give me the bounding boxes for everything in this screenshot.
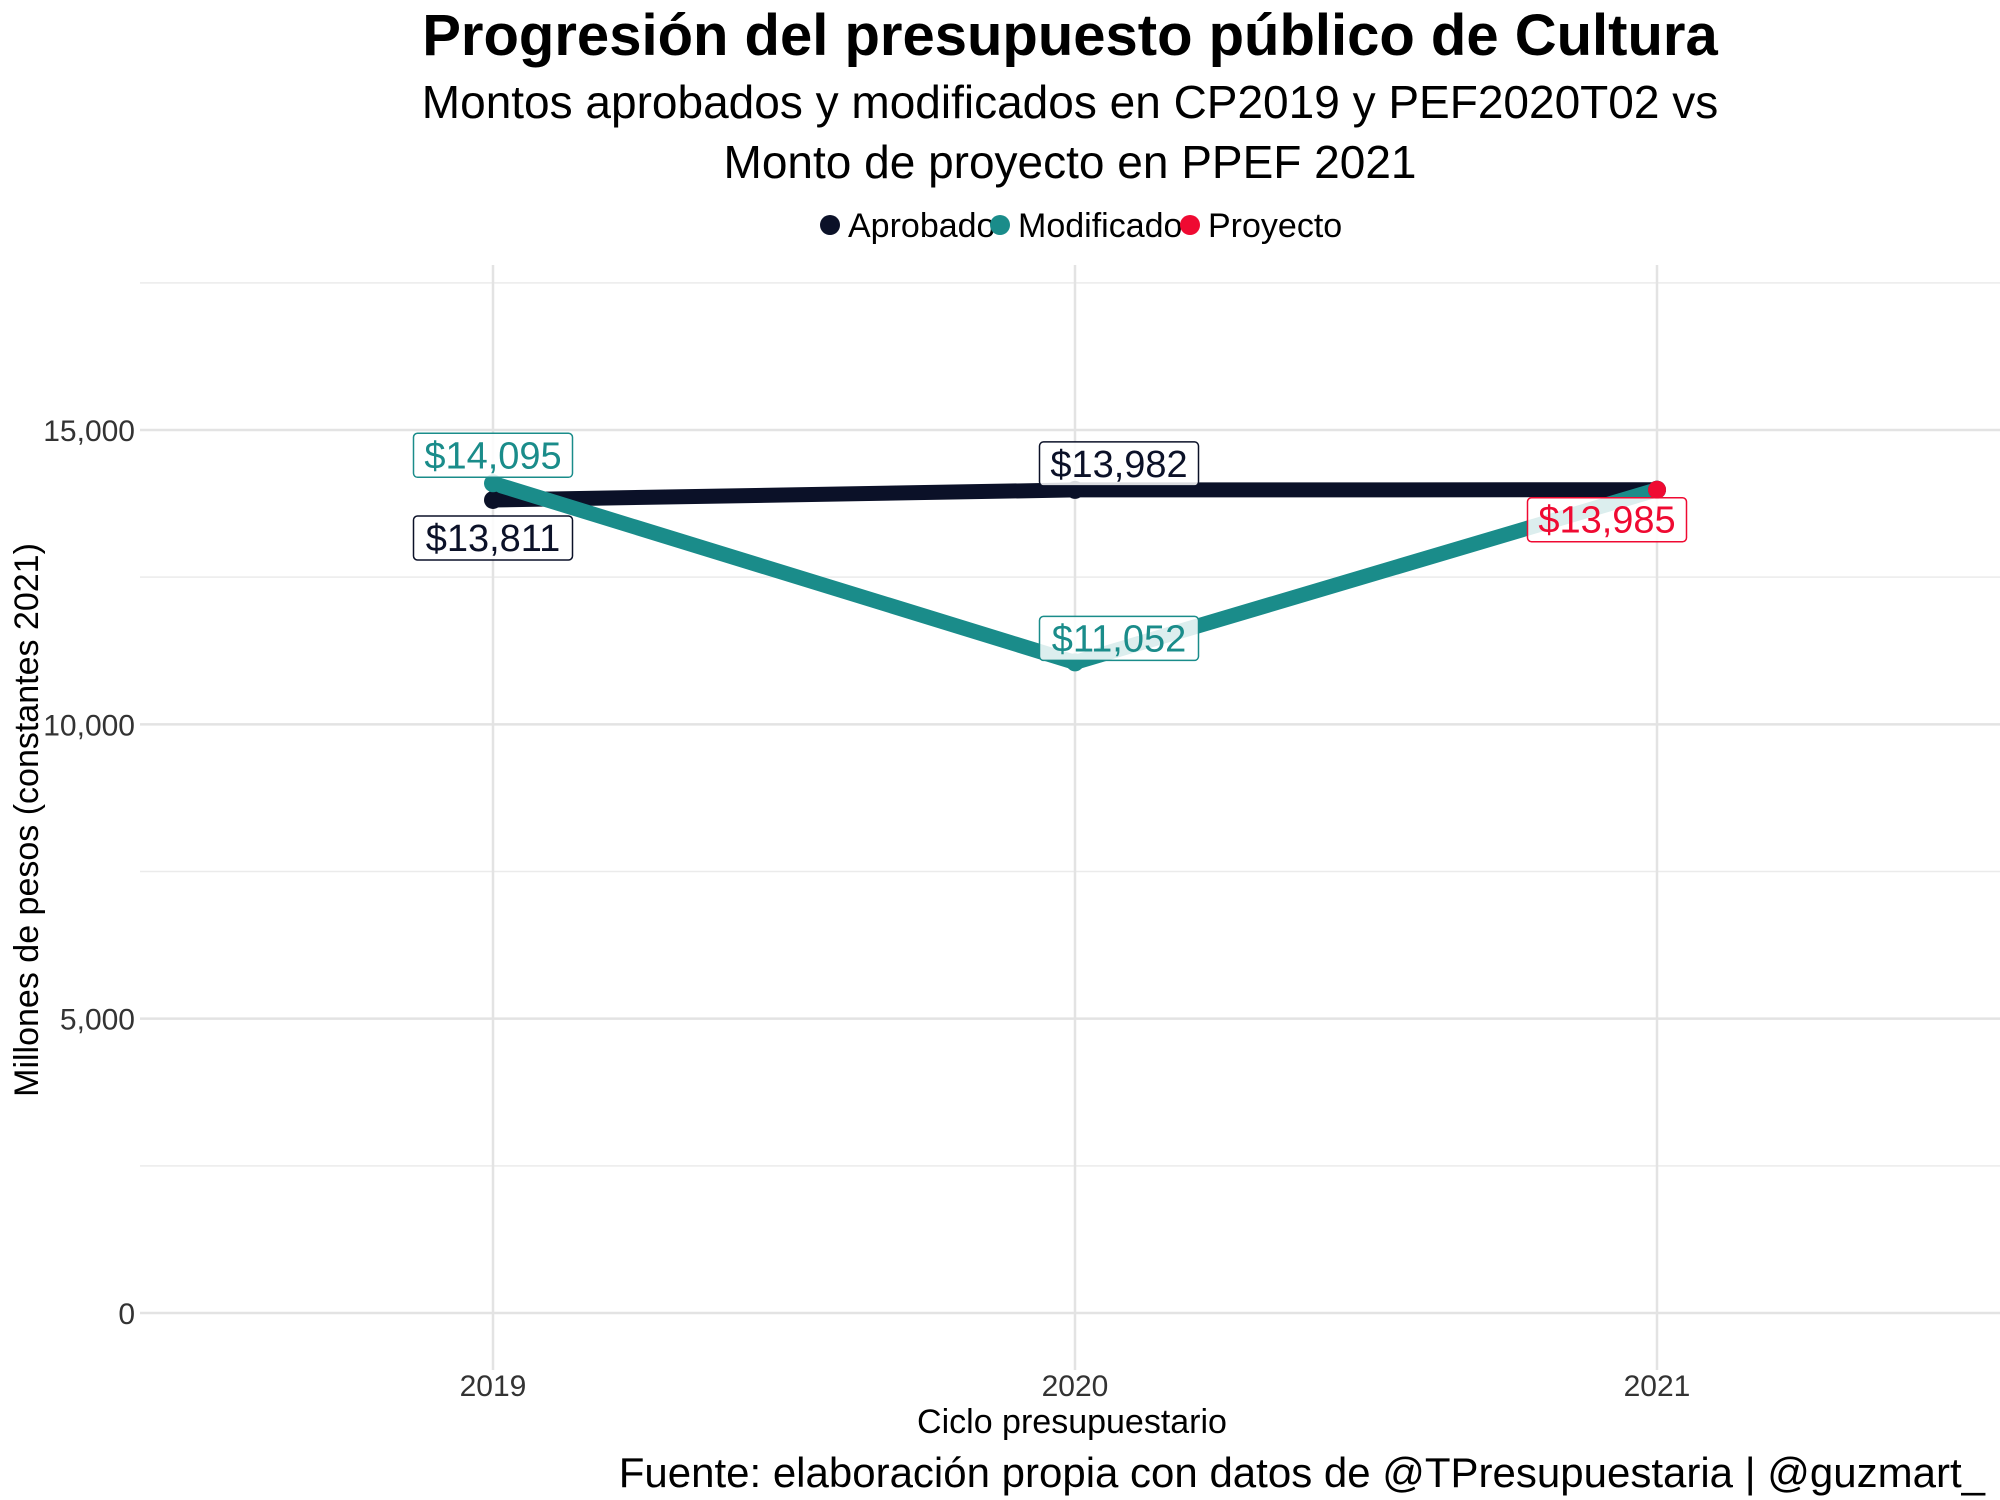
x-tick-label: 2021 [1624, 1370, 1691, 1403]
y-axis-title: Millones de pesos (constantes 2021) [8, 543, 46, 1097]
data-label-box [412, 515, 574, 561]
chart-subtitle-line-1: Montos aprobados y modificados en CP2019… [422, 76, 1718, 128]
data-label-aprobado: $13,982 [1050, 444, 1187, 486]
y-tick-label: 10,000 [43, 709, 135, 742]
chart-caption: Fuente: elaboración propia con datos de … [619, 1449, 1986, 1496]
legend-label-modificado: Modificado [1018, 207, 1182, 245]
data-label-box [1038, 441, 1200, 487]
data-labels: $13,811 $13,982 $14,095 $11,052 $13,985 [412, 432, 1688, 662]
data-point-modificado [484, 474, 502, 493]
grid [140, 265, 2000, 1370]
legend-key-modificado [990, 215, 1010, 235]
data-label-box [1038, 615, 1200, 662]
chart-subtitle-line-2: Monto de proyecto en PPEF 2021 [724, 136, 1417, 188]
y-axis-ticks: 0 5,000 10,000 15,000 [43, 415, 135, 1331]
data-label-proyecto: $13,985 [1538, 500, 1675, 542]
y-tick-label: 5,000 [60, 1004, 135, 1037]
legend-key-aprobado [820, 215, 840, 235]
legend-key-proyecto [1180, 215, 1200, 235]
legend-label-aprobado: Aprobado [848, 207, 995, 245]
legend-label-proyecto: Proyecto [1208, 207, 1342, 245]
data-label-modificado: $11,052 [1052, 618, 1187, 660]
x-axis-ticks: 2019 2020 2021 [460, 1370, 1691, 1403]
chart-title: Progresión del presupuesto público de Cu… [422, 3, 1718, 68]
x-axis-title: Ciclo presupuestario [917, 1403, 1227, 1441]
legend: Aprobado Modificado Proyecto [820, 207, 1342, 245]
data-point-aprobado [484, 490, 502, 509]
data-label-box [1526, 496, 1688, 543]
y-tick-label: 0 [118, 1298, 135, 1331]
x-tick-label: 2020 [1042, 1370, 1109, 1403]
y-tick-label: 15,000 [43, 415, 135, 448]
x-tick-label: 2019 [460, 1370, 527, 1403]
data-label-modificado: $14,095 [424, 435, 561, 477]
data-label-box [412, 432, 574, 479]
data-label-aprobado: $13,811 [426, 518, 561, 560]
data-point-proyecto [1648, 480, 1666, 499]
